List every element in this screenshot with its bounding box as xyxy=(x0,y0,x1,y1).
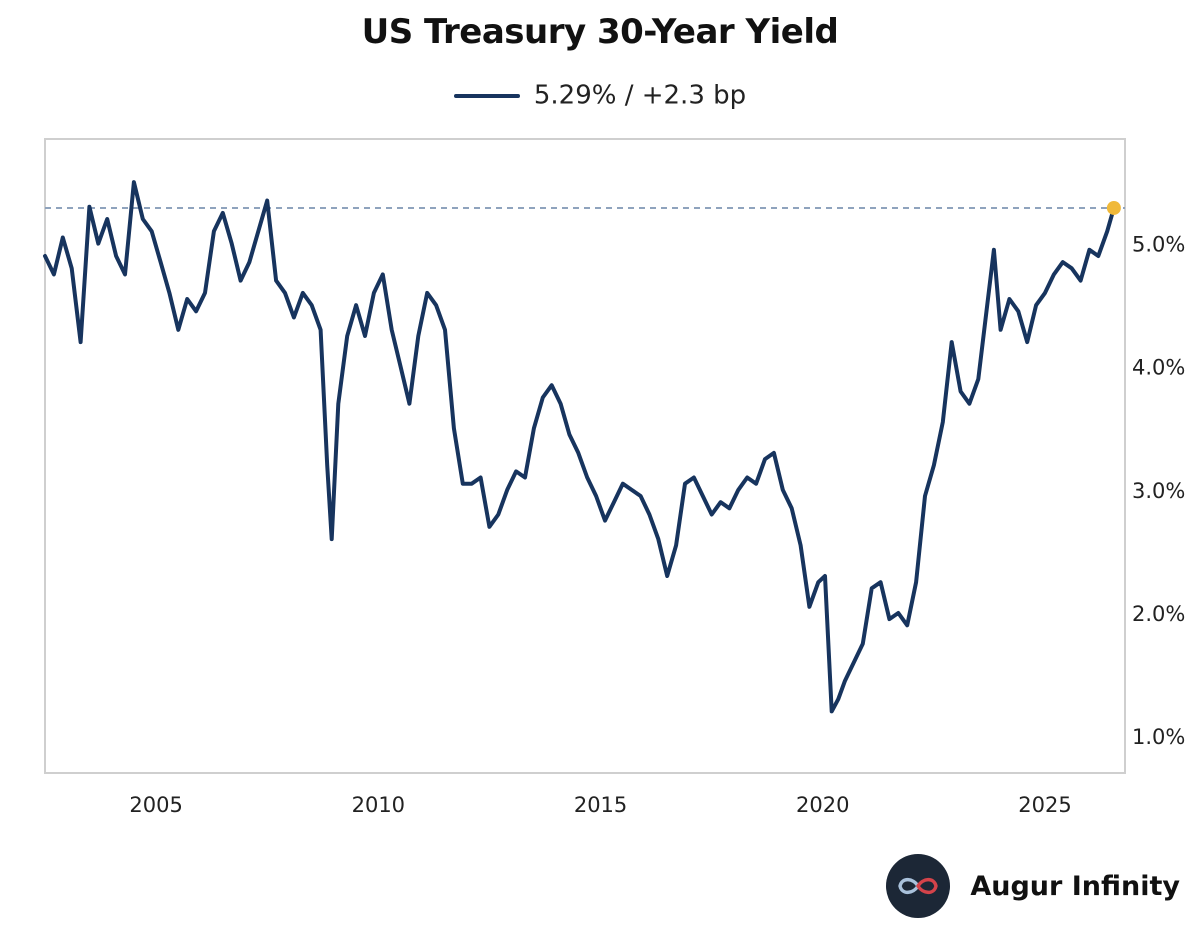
x-tick-label: 2020 xyxy=(796,793,849,817)
x-tick-label: 2025 xyxy=(1018,793,1071,817)
x-tick-label: 2005 xyxy=(129,793,182,817)
brand-name: Augur Infinity xyxy=(970,870,1180,902)
legend-swatch xyxy=(453,93,520,98)
infinity-logo-icon xyxy=(886,854,951,918)
last-point-marker xyxy=(1106,200,1121,215)
brand: Augur Infinity xyxy=(886,853,1180,919)
series-line-0 xyxy=(43,180,1116,714)
y-tick-label: 1.0% xyxy=(1132,725,1185,749)
x-tick-label: 2010 xyxy=(352,793,405,817)
y-tick-label: 3.0% xyxy=(1132,479,1185,503)
y-tick-label: 5.0% xyxy=(1132,233,1185,257)
y-tick-label: 4.0% xyxy=(1132,356,1185,380)
chart-title: US Treasury 30-Year Yield xyxy=(361,12,839,52)
plot-area-frame xyxy=(44,138,1126,774)
y-tick-label: 2.0% xyxy=(1132,602,1185,626)
chart-legend: 5.29% / +2.3 bp xyxy=(0,80,1200,111)
legend-label: 5.29% / +2.3 bp xyxy=(533,80,747,111)
x-tick-label: 2015 xyxy=(574,793,627,817)
